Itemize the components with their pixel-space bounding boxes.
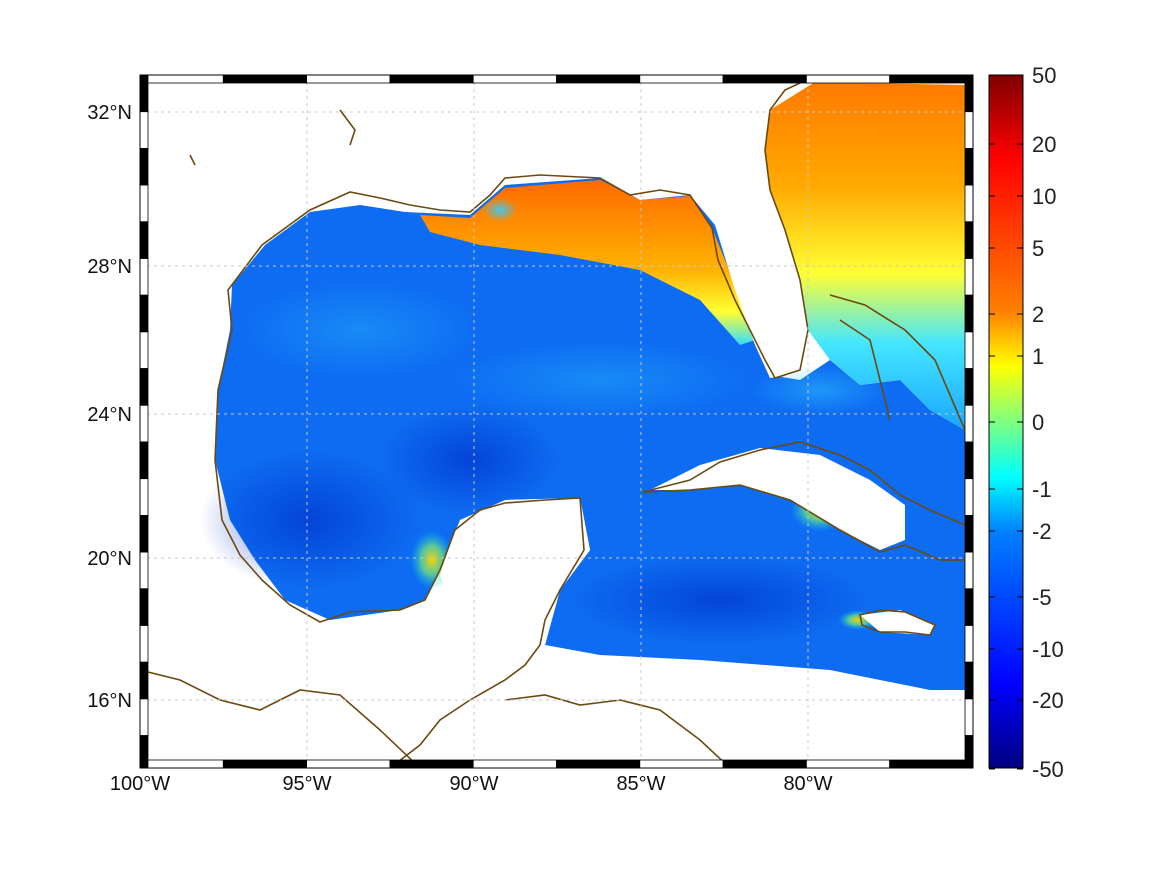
colorbar-label: -20 xyxy=(1032,688,1064,713)
frame-segment xyxy=(964,74,974,113)
frame-segment xyxy=(139,698,149,737)
frame-segment xyxy=(722,74,807,84)
frame-segment xyxy=(964,735,974,769)
frame-segment xyxy=(806,74,891,84)
frame-segment xyxy=(139,221,149,259)
x-tick-label: 100°W xyxy=(110,773,170,795)
frame-segment xyxy=(306,759,391,769)
x-tick-label: 85°W xyxy=(616,773,665,795)
colorbar-label: 2 xyxy=(1032,302,1044,327)
frame-segment xyxy=(222,74,308,84)
frame-segment xyxy=(139,404,149,443)
frame-segment xyxy=(964,625,974,663)
frame-segment xyxy=(964,698,974,737)
frame-segment xyxy=(222,759,308,769)
frame-segment xyxy=(139,147,149,186)
frame-segment xyxy=(472,74,557,84)
x-tick-label: 90°W xyxy=(449,773,498,795)
frame-segment xyxy=(139,515,149,553)
colorbar-label: 0 xyxy=(1032,410,1044,435)
frame-segment xyxy=(964,551,974,590)
y-tick-label: 20°N xyxy=(87,548,132,570)
map-frame xyxy=(139,74,974,769)
land-mask xyxy=(440,110,935,650)
frame-segment xyxy=(964,331,974,369)
frame-segment xyxy=(139,111,149,149)
colorbar-ticks xyxy=(989,74,1023,770)
frame-segment xyxy=(889,759,974,769)
data-field xyxy=(200,82,965,690)
frame-segment xyxy=(139,368,149,406)
frame-segment xyxy=(139,625,149,663)
frame-segment xyxy=(389,759,474,769)
frame-segment xyxy=(806,759,891,769)
frame-segment xyxy=(139,184,149,223)
frame-segment xyxy=(889,74,974,84)
frame-segment xyxy=(139,551,149,590)
colorbar-label: 50 xyxy=(1032,63,1056,88)
y-tick-label: 32°N xyxy=(87,102,132,124)
frame-segment xyxy=(964,661,974,700)
frame-segment xyxy=(964,588,974,626)
frame-segment xyxy=(389,74,474,84)
frame-segment xyxy=(556,759,641,769)
frame-segment xyxy=(964,221,974,259)
frame-segment xyxy=(964,441,974,480)
frame-segment xyxy=(964,478,974,516)
frame-segment xyxy=(139,588,149,626)
frame-segment xyxy=(139,759,224,769)
colorbar-label: -1 xyxy=(1032,477,1052,502)
y-tick-label: 16°N xyxy=(87,690,132,712)
frame-segment xyxy=(964,404,974,443)
frame-segment xyxy=(139,331,149,369)
y-tick-label: 28°N xyxy=(87,256,132,278)
frame-segment xyxy=(964,294,974,333)
frame-segment xyxy=(139,294,149,333)
x-axis-ticks: 100°W 95°W 90°W 85°W 80°W xyxy=(110,773,833,795)
frame-segment xyxy=(964,111,974,149)
frame-segment xyxy=(139,74,149,113)
frame-segment xyxy=(139,478,149,516)
frame-segment xyxy=(306,74,391,84)
colorbar-label: -2 xyxy=(1032,519,1052,544)
x-tick-label: 80°W xyxy=(783,773,832,795)
grid-lines xyxy=(140,75,973,768)
frame-segment xyxy=(639,759,724,769)
frame-segment xyxy=(964,184,974,223)
frame-segment xyxy=(722,759,807,769)
colorbar-label: 1 xyxy=(1032,344,1044,369)
frame-border xyxy=(139,74,974,769)
frame-segment xyxy=(139,74,224,84)
colorbar-label: -50 xyxy=(1032,757,1064,782)
frame-segment xyxy=(556,74,641,84)
frame-segment xyxy=(139,735,149,769)
frame-segment xyxy=(472,759,557,769)
frame-segment xyxy=(139,661,149,700)
colorbar: 50 20 10 5 2 1 0 -1 -2 -5 -10 -20 -50 xyxy=(988,63,1064,782)
colorbar-label: 10 xyxy=(1032,184,1056,209)
y-tick-label: 24°N xyxy=(87,404,132,426)
colorbar-label: -10 xyxy=(1032,637,1064,662)
frame-segment xyxy=(964,258,974,296)
y-axis-ticks: 32°N 28°N 24°N 20°N 16°N xyxy=(87,102,132,712)
frame-segment xyxy=(639,74,724,84)
frame-segment xyxy=(139,441,149,480)
frame-segment xyxy=(139,258,149,296)
colorbar-label: 20 xyxy=(1032,132,1056,157)
frame-segment xyxy=(964,515,974,553)
frame-segment xyxy=(964,368,974,406)
colorbar-label: -5 xyxy=(1032,585,1052,610)
colorbar-label: 5 xyxy=(1032,236,1044,261)
x-tick-label: 95°W xyxy=(282,773,331,795)
frame-segment xyxy=(964,147,974,186)
